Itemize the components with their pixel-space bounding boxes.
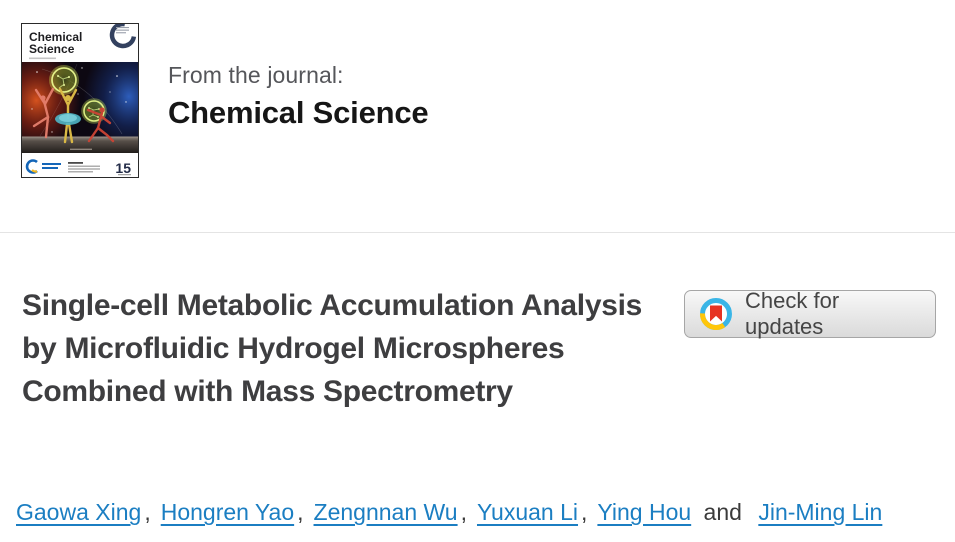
cover-artwork: [22, 62, 138, 153]
cover-microtext-line: [29, 57, 56, 60]
section-divider: [0, 232, 955, 233]
author-separator: ,: [460, 499, 467, 525]
cover-featured-microtext: [70, 148, 92, 150]
dancer-right: [86, 107, 115, 143]
glowing-sphere-2: [81, 98, 107, 124]
crossmark-icon: [700, 298, 732, 330]
cover-volume-number: 15: [115, 160, 131, 176]
sparkles: [31, 67, 127, 133]
journal-cover-thumbnail[interactable]: Chemical Science: [21, 21, 139, 178]
rsc-logo: [25, 159, 61, 174]
journal-name-link[interactable]: Chemical Science: [168, 95, 429, 130]
check-for-updates-button[interactable]: Check for updates: [684, 288, 936, 339]
crossmark-bookmark: [710, 305, 722, 322]
check-for-updates-label: Check for updates: [745, 288, 840, 339]
author-list: Gaowa Xing, Hongren Yao, Zengnnan Wu, Yuxua…: [16, 499, 946, 526]
author-link[interactable]: Hongren Yao: [160, 499, 295, 525]
glowing-sphere-1: [49, 65, 79, 95]
author-link[interactable]: Ying Hou: [597, 499, 692, 525]
author-link[interactable]: Zengnnan Wu: [313, 499, 458, 525]
journal-cover-art: Chemical Science: [22, 21, 138, 177]
author-conjunction: and: [697, 499, 749, 525]
dancer-left: [32, 87, 55, 139]
author-link[interactable]: Jin-Ming Lin: [758, 499, 883, 525]
author-link[interactable]: Gaowa Xing: [16, 499, 142, 525]
author-link[interactable]: Yuxuan Li: [476, 499, 579, 525]
cover-footer: 15: [22, 153, 138, 177]
journal-heading-block: From the journal: Chemical Science: [168, 62, 429, 131]
cover-footer-microtext: [68, 162, 100, 173]
author-separator: ,: [581, 499, 588, 525]
author-separator: ,: [297, 499, 304, 525]
cover-masthead-line1: Chemical: [29, 30, 82, 44]
from-the-journal-label: From the journal:: [168, 62, 344, 88]
article-title: Single-cell Metabolic Accumulation Analy…: [22, 289, 643, 408]
author-separator: ,: [144, 499, 151, 525]
dancer-center: [55, 87, 81, 144]
cover-masthead-line2: Science: [29, 42, 75, 56]
